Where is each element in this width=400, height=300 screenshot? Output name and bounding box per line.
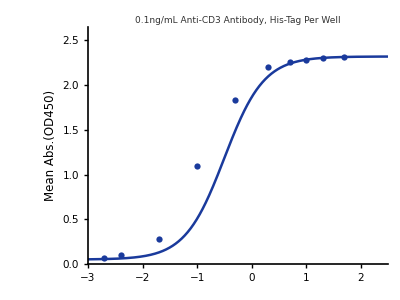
Y-axis label: Mean Abs.(OD450): Mean Abs.(OD450): [44, 90, 57, 201]
Title: 0.1ng/mL Anti-CD3 Antibody, His-Tag Per Well: 0.1ng/mL Anti-CD3 Antibody, His-Tag Per …: [135, 16, 341, 25]
